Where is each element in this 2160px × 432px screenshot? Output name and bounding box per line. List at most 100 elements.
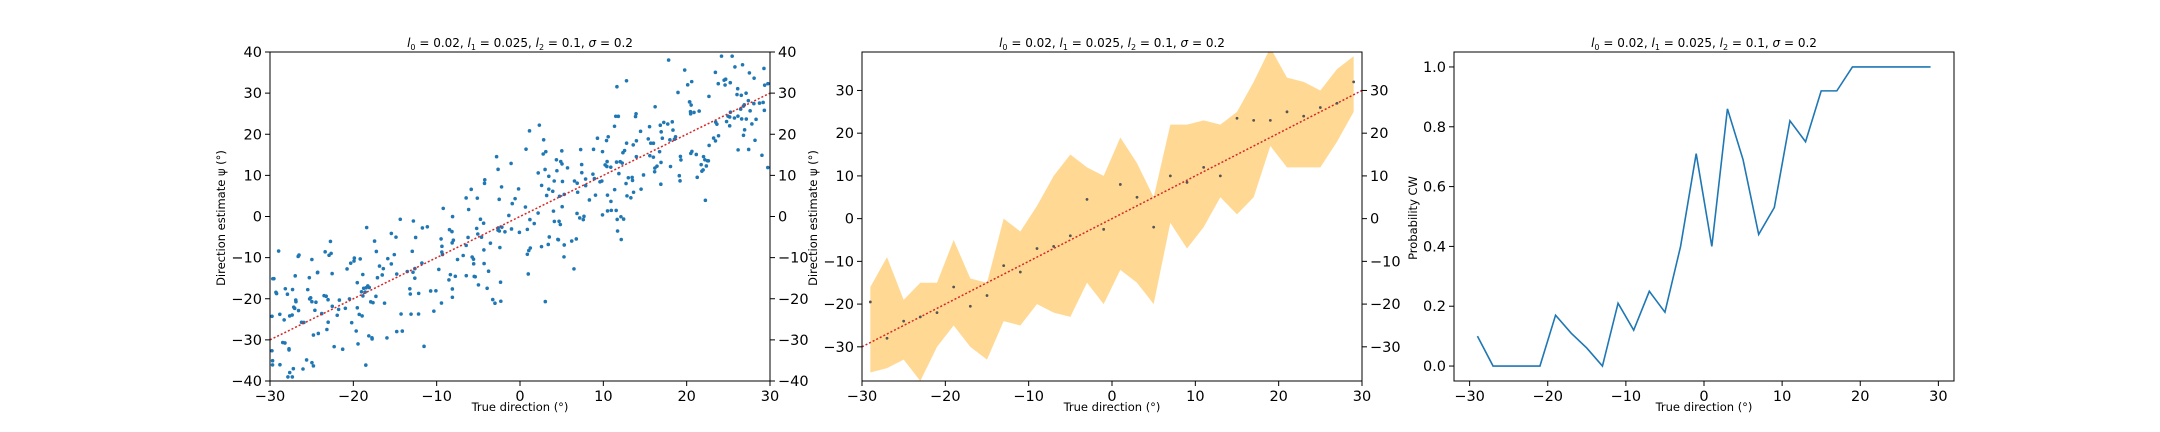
panel-title-1: l0 = 0.02, l1 = 0.025, l2 = 0.1, σ = 0.2 [999, 36, 1225, 52]
scatter-point [578, 147, 583, 152]
mean-point [1085, 198, 1089, 201]
scatter-point [335, 313, 340, 318]
scatter-point [651, 141, 656, 146]
scatter-point [316, 331, 321, 336]
scatter-point [408, 292, 413, 296]
scatter-point [375, 275, 380, 280]
scatter-point [660, 136, 665, 141]
scatter-point [496, 167, 500, 172]
scatter-point [278, 362, 282, 367]
scatter-point [733, 65, 737, 69]
scatter-point [474, 226, 479, 231]
scatter-point [695, 175, 700, 180]
scatter-point [688, 112, 693, 116]
y-tick-label: 0.6 [1423, 180, 1446, 196]
y-tick-label: 40 [244, 45, 262, 61]
scatter-point [352, 259, 356, 263]
scatter-point [569, 239, 574, 243]
scatter-point [498, 280, 503, 285]
mean-point [1252, 118, 1256, 122]
scatter-point [523, 205, 528, 209]
scatter-point [490, 297, 495, 302]
y-tick-label: −10 [231, 251, 262, 267]
scatter-point [700, 169, 704, 173]
scatter-point [297, 253, 301, 257]
mean-point [1352, 80, 1356, 84]
scatter-point [476, 283, 481, 287]
scatter-point [394, 272, 399, 276]
scatter-point [382, 301, 387, 305]
scatter-point [543, 299, 548, 304]
scatter-point [537, 123, 542, 127]
x-tick-label: 10 [1773, 389, 1791, 405]
scatter-point [703, 157, 707, 162]
scatter-point [624, 181, 628, 186]
scatter-point [726, 114, 730, 118]
scatter-point [314, 300, 318, 305]
scatter-point [361, 286, 366, 291]
scatter-point [699, 162, 703, 167]
x-tick-label: −20 [1532, 389, 1563, 405]
scatter-point [689, 151, 693, 156]
scatter-point [381, 266, 386, 271]
scatter-point [600, 213, 605, 217]
scatter-point [613, 114, 618, 119]
scatter-point [752, 101, 756, 106]
x-tick-label: 20 [1851, 389, 1869, 405]
scatter-point [286, 375, 290, 379]
right-y-tick-label: −30 [1370, 340, 1401, 356]
x-tick-label: −10 [1611, 389, 1642, 405]
scatter-point [689, 79, 694, 84]
scatter-point [630, 178, 635, 183]
scatter-point [671, 128, 675, 132]
x-tick-label: 0 [1699, 389, 1708, 405]
scatter-point [349, 320, 354, 325]
scatter-point [400, 329, 405, 333]
scatter-point [677, 173, 682, 178]
x-tick-label: 0 [515, 389, 524, 405]
scatter-point [348, 261, 353, 265]
scatter-point [360, 272, 365, 277]
x-axis-label-1: True direction (°) [1063, 400, 1161, 414]
scatter-point [685, 83, 690, 87]
scatter-point [625, 194, 629, 198]
scatter-point [562, 255, 566, 259]
right-y-tick-label: 0 [778, 210, 787, 226]
scatter-point [323, 250, 327, 254]
scatter-point [413, 276, 417, 280]
y-tick-label: 20 [244, 127, 262, 143]
y-tick-label: −20 [823, 297, 854, 313]
scatter-point [728, 80, 733, 85]
y-tick-label: 10 [836, 169, 854, 185]
scatter-point [762, 66, 766, 71]
scatter-point [479, 235, 484, 239]
scatter-point [301, 367, 305, 371]
scatter-point [560, 149, 564, 153]
scatter-point [367, 334, 371, 338]
scatter-point [528, 217, 532, 222]
scatter-point [410, 249, 415, 254]
scatter-point [325, 327, 329, 332]
scatter-point [455, 257, 460, 262]
scatter-point [329, 251, 333, 256]
scatter-point [631, 190, 636, 195]
scatter-point [270, 348, 274, 353]
mean-point [1152, 225, 1156, 229]
scatter-point [724, 119, 729, 124]
scatter-point [612, 124, 617, 129]
scatter-point [662, 120, 666, 125]
mean-point [1102, 227, 1106, 231]
scatter-point [343, 306, 348, 311]
mean-point [1052, 245, 1056, 248]
scatter-point [651, 155, 656, 159]
scatter-point [374, 294, 378, 299]
mean-point [968, 304, 972, 308]
scatter-point [270, 358, 275, 363]
scatter-point [730, 54, 734, 58]
scatter-point [274, 290, 278, 295]
scatter-point [560, 179, 565, 184]
right-y-tick-label: −20 [778, 292, 809, 308]
scatter-point [575, 211, 579, 216]
scatter-point [605, 209, 610, 213]
